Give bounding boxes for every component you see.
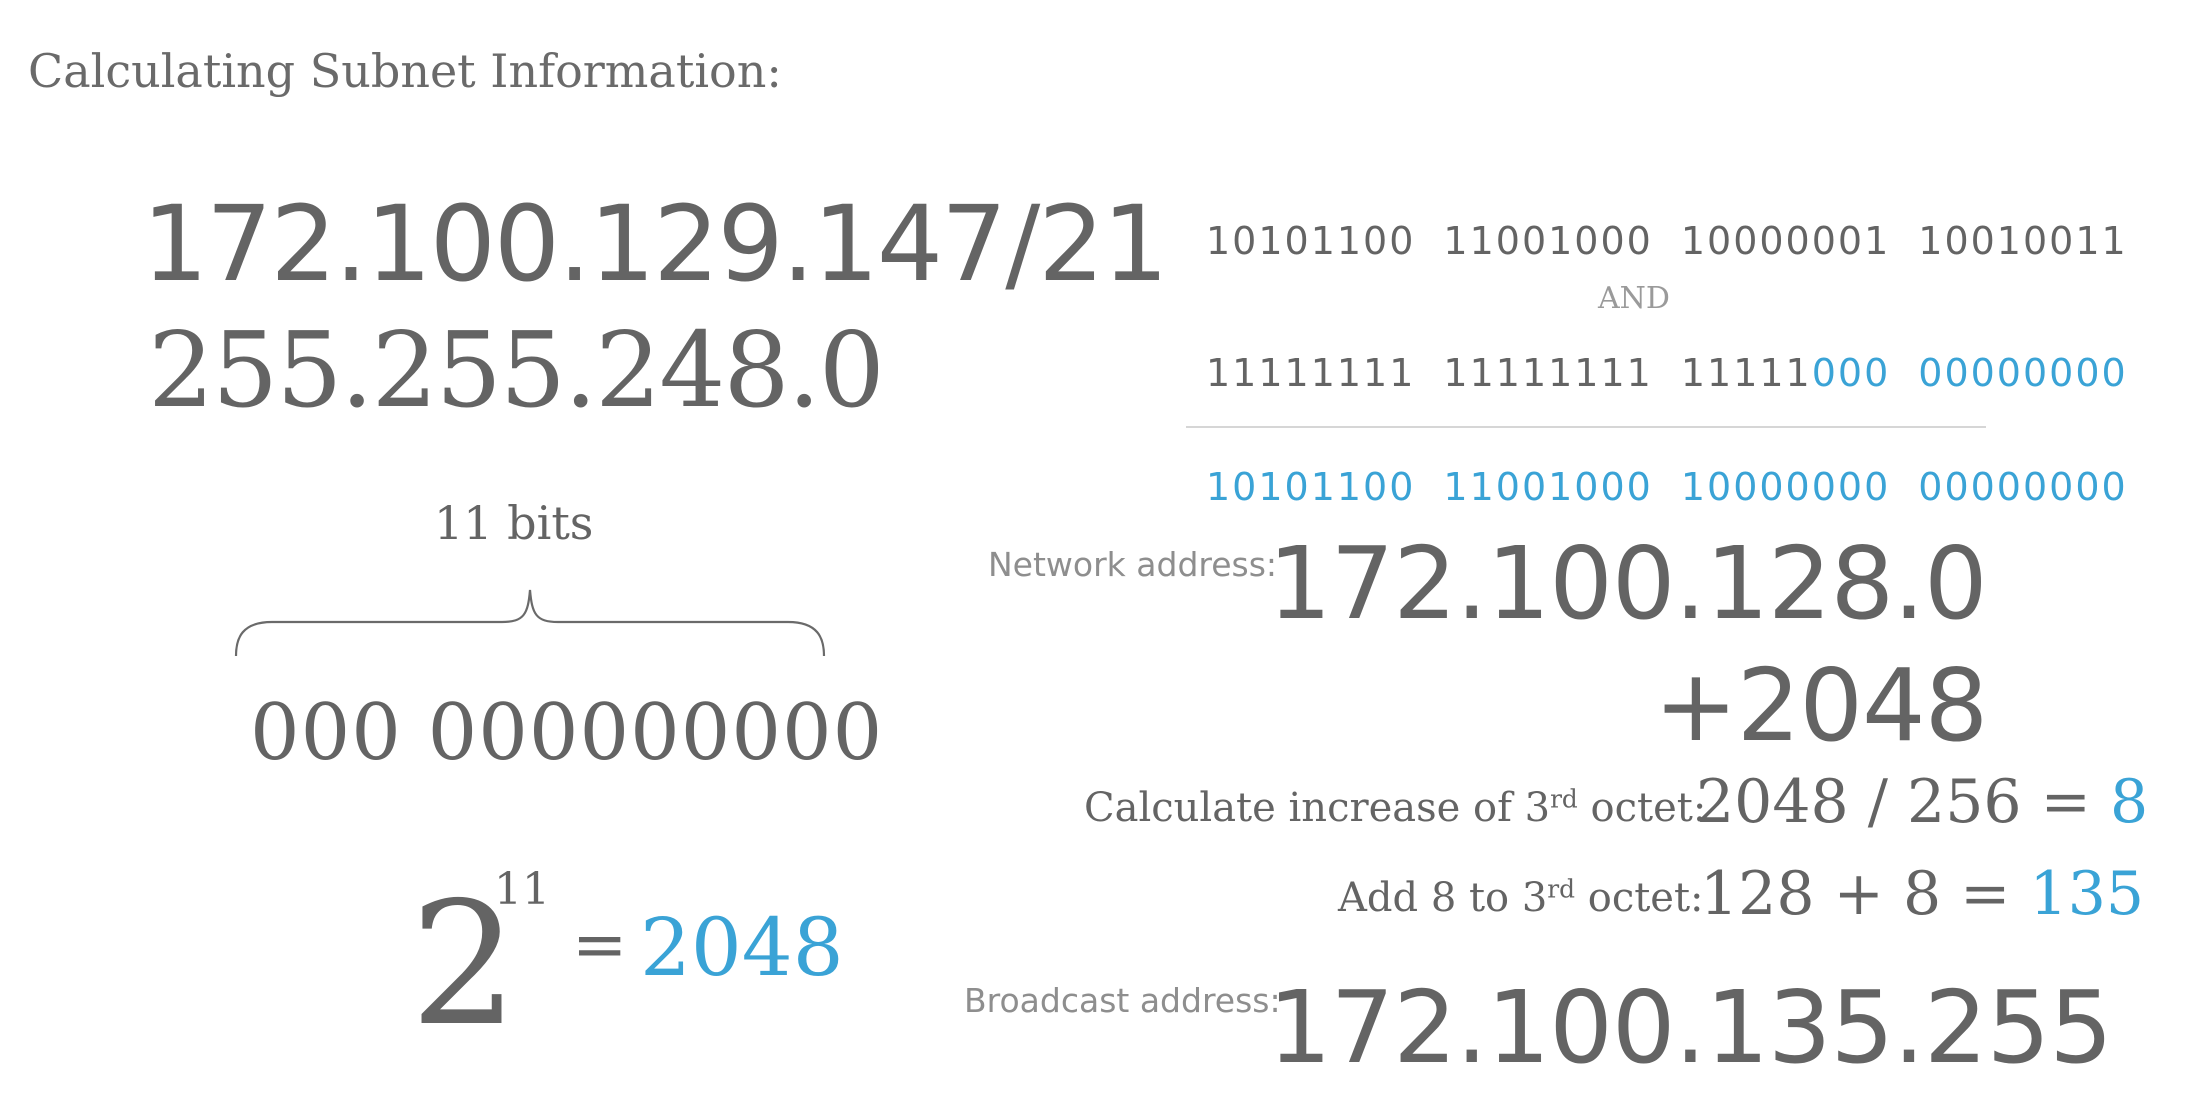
network-binary-octet-3: 10000000 — [1680, 465, 1891, 509]
ip-binary-octet-1: 10101100 — [1206, 219, 1416, 263]
calc-label-ordinal: rd — [1550, 784, 1578, 814]
equals-sign: = — [572, 906, 628, 983]
curly-brace-icon — [234, 589, 826, 657]
network-binary-octet-1: 10101100 — [1206, 465, 1416, 509]
network-address-value: 172.100.128.0 — [1268, 525, 1988, 642]
power-base: 2 — [410, 866, 519, 1064]
calc-label-text: Calculate increase of 3 — [1084, 785, 1551, 831]
add-label-suffix: octet: — [1575, 875, 1704, 921]
calc-label-suffix: octet: — [1577, 785, 1707, 831]
mask-binary-octet-1: 11111111 — [1206, 351, 1416, 395]
ip-address: 172.100.129.147/ — [142, 183, 1040, 305]
calc-result: 8 — [2110, 767, 2149, 837]
host-count-result: 2048 — [640, 901, 844, 994]
mask-binary-octet-4: 00000000 — [1918, 351, 2128, 395]
ip-with-prefix: 172.100.129.147/21 — [142, 192, 1169, 296]
ip-binary-row: 10101100 11001000 10000001 10010011 — [1206, 222, 2128, 260]
mask-binary-octet-3-zeros: 000 — [1811, 351, 1891, 395]
network-binary-octet-2: 11001000 — [1443, 465, 1653, 509]
mask-binary-row: 11111111 11111111 11111000 00000000 — [1206, 354, 2128, 392]
subnet-mask: 255.255.248.0 — [148, 309, 885, 431]
network-binary-row: 10101100 11001000 10000000 00000000 — [1206, 468, 2128, 506]
divider-line — [1186, 426, 1986, 428]
prefix-length: 21 — [1038, 183, 1168, 305]
add-label-text: Add 8 to 3 — [1338, 875, 1548, 921]
and-operator-label: AND — [1598, 281, 1670, 316]
add-expression-text: 128 + 8 = — [1700, 859, 2030, 929]
mask-binary-octet-2: 11111111 — [1443, 351, 1653, 395]
add-octet-label: Add 8 to 3rd octet: — [1338, 875, 1704, 921]
add-octet-expression: 128 + 8 = 135 — [1700, 864, 2144, 924]
network-address-label: Network address: — [988, 545, 1278, 584]
add-label-ordinal: rd — [1547, 874, 1576, 904]
host-bits-label: 11 bits — [434, 496, 594, 550]
calc-increase-label: Calculate increase of 3rd octet: — [1084, 785, 1707, 831]
power-exponent: 11 — [494, 864, 550, 915]
host-bits-zeros: 000 000000000 — [250, 688, 884, 778]
page-title: Calculating Subnet Information: — [28, 44, 782, 98]
mask-binary-octet-3-ones: 11111 — [1680, 351, 1812, 395]
network-binary-octet-4: 00000000 — [1918, 465, 2128, 509]
add-result: 135 — [2029, 859, 2145, 929]
increment-value: +2048 — [1654, 647, 1988, 764]
calc-increase-expression: 2048 / 256 = 8 — [1696, 772, 2148, 832]
broadcast-address-value: 172.100.135.255 — [1268, 969, 2113, 1086]
ip-binary-octet-4: 10010011 — [1918, 219, 2128, 263]
calc-expression-text: 2048 / 256 = — [1696, 767, 2110, 837]
broadcast-address-label: Broadcast address: — [964, 981, 1281, 1020]
ip-binary-octet-3: 10000001 — [1680, 219, 1891, 263]
ip-binary-octet-2: 11001000 — [1443, 219, 1653, 263]
